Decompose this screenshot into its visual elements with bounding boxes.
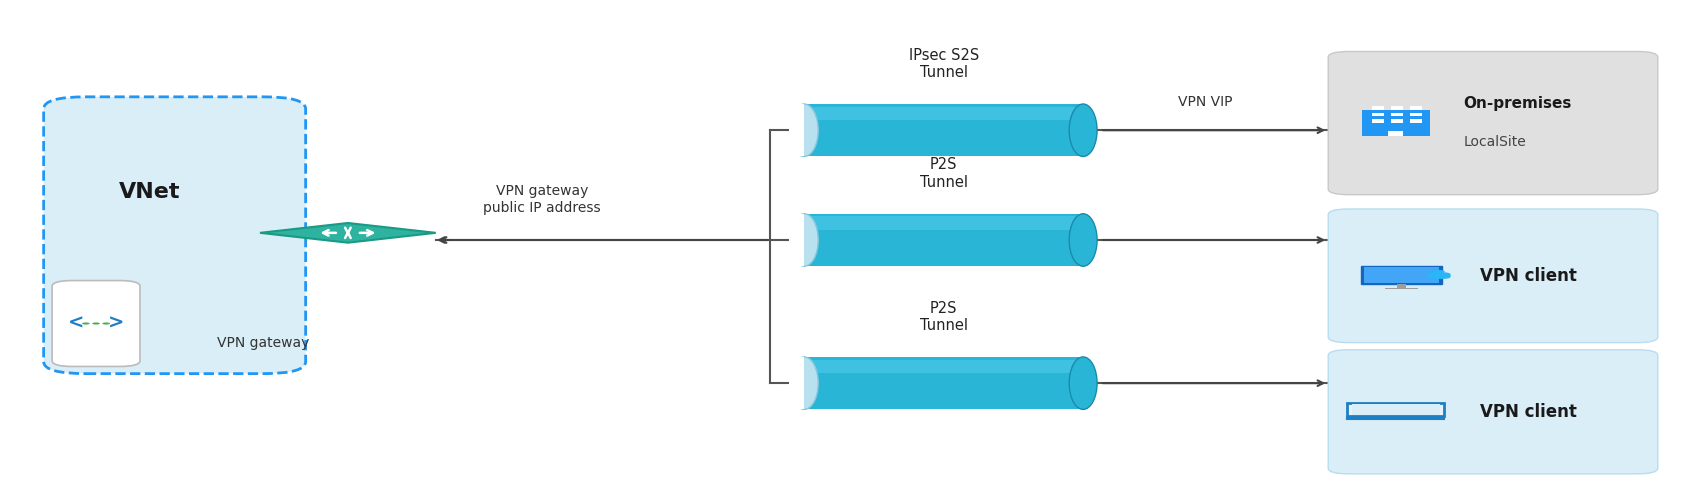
Bar	[804, 216, 1084, 229]
Bar	[1410, 120, 1422, 123]
Bar	[1410, 106, 1422, 110]
Bar	[1397, 284, 1405, 288]
FancyBboxPatch shape	[1329, 209, 1657, 343]
Bar	[1371, 418, 1420, 419]
Polygon shape	[261, 223, 435, 243]
Bar	[804, 360, 1084, 372]
Bar	[1371, 106, 1385, 110]
Text: VPN gateway
public IP address: VPN gateway public IP address	[484, 184, 601, 215]
Ellipse shape	[1070, 214, 1097, 266]
Bar	[1361, 110, 1429, 136]
Text: P2S
Tunnel: P2S Tunnel	[919, 157, 968, 190]
Bar	[1371, 120, 1385, 123]
Ellipse shape	[791, 214, 818, 266]
Text: VPN client: VPN client	[1480, 267, 1578, 285]
Bar	[1348, 403, 1444, 416]
Text: >: >	[108, 314, 125, 333]
Bar	[804, 107, 1084, 120]
FancyBboxPatch shape	[52, 281, 141, 366]
Ellipse shape	[1070, 104, 1097, 156]
Circle shape	[102, 323, 110, 324]
Ellipse shape	[791, 104, 818, 156]
Bar	[1361, 266, 1442, 284]
Bar	[789, 214, 804, 266]
Bar	[1353, 404, 1439, 415]
Bar	[789, 357, 804, 409]
Text: LocalSite: LocalSite	[1463, 135, 1525, 149]
Bar	[1388, 131, 1403, 136]
Bar	[1365, 267, 1439, 283]
FancyBboxPatch shape	[1329, 350, 1657, 474]
Bar	[1348, 417, 1444, 419]
Text: IPsec S2S
Tunnel: IPsec S2S Tunnel	[909, 48, 979, 80]
Circle shape	[91, 323, 100, 324]
Text: <: <	[68, 314, 85, 333]
FancyBboxPatch shape	[1329, 51, 1657, 195]
FancyBboxPatch shape	[1427, 272, 1451, 279]
Bar	[1392, 113, 1403, 116]
Bar	[804, 214, 1084, 266]
Text: P2S
Tunnel: P2S Tunnel	[919, 300, 968, 333]
Text: VPN gateway: VPN gateway	[217, 336, 310, 349]
Bar	[1392, 120, 1403, 123]
Bar	[1410, 113, 1422, 116]
Bar	[1392, 106, 1403, 110]
Bar	[804, 357, 1084, 409]
Circle shape	[81, 323, 90, 324]
Bar	[1371, 113, 1385, 116]
Text: VPN VIP: VPN VIP	[1178, 95, 1233, 109]
FancyBboxPatch shape	[44, 97, 306, 373]
Ellipse shape	[791, 357, 818, 409]
Bar	[804, 104, 1084, 156]
Text: On-premises: On-premises	[1463, 96, 1571, 111]
Circle shape	[1432, 270, 1444, 273]
Bar	[789, 104, 804, 156]
Ellipse shape	[1070, 357, 1097, 409]
Text: VNet: VNet	[120, 182, 181, 202]
Text: VPN client: VPN client	[1480, 403, 1578, 421]
